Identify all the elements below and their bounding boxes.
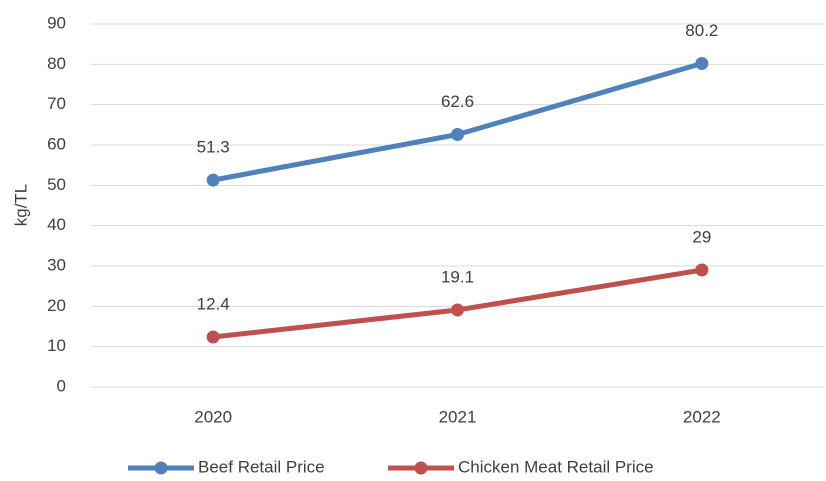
legend-label: Chicken Meat Retail Price bbox=[458, 457, 654, 476]
data-label: 12.4 bbox=[197, 294, 230, 313]
point bbox=[695, 57, 709, 71]
x-tick-label: 2021 bbox=[439, 407, 477, 426]
x-tick-label: 2020 bbox=[194, 407, 232, 426]
y-tick-label: 10 bbox=[47, 336, 66, 355]
y-tick-label: 90 bbox=[47, 13, 66, 32]
y-tick-label: 70 bbox=[47, 94, 66, 113]
y-tick-label: 50 bbox=[47, 175, 66, 194]
y-tick-label: 0 bbox=[57, 376, 66, 395]
y-tick-label: 30 bbox=[47, 255, 66, 274]
data-label: 19.1 bbox=[441, 267, 474, 286]
data-label: 62.6 bbox=[441, 92, 474, 111]
point bbox=[206, 330, 220, 344]
legend-marker bbox=[154, 461, 168, 475]
data-label: 51.3 bbox=[197, 138, 230, 157]
point bbox=[451, 303, 464, 317]
legend-label: Beef Retail Price bbox=[198, 457, 325, 476]
point bbox=[206, 173, 220, 187]
point bbox=[695, 263, 709, 277]
data-label: 80.2 bbox=[685, 21, 718, 40]
x-tick-label: 2022 bbox=[683, 407, 721, 426]
y-tick-label: 80 bbox=[47, 54, 66, 73]
point bbox=[451, 128, 464, 142]
y-tick-label: 40 bbox=[47, 215, 66, 234]
y-tick-label: 20 bbox=[47, 296, 66, 315]
legend-marker bbox=[414, 461, 428, 475]
y-axis-label: kg/TL bbox=[11, 184, 30, 227]
y-tick-label: 60 bbox=[47, 134, 66, 153]
data-label: 29 bbox=[692, 228, 711, 247]
series-line bbox=[212, 61, 703, 183]
